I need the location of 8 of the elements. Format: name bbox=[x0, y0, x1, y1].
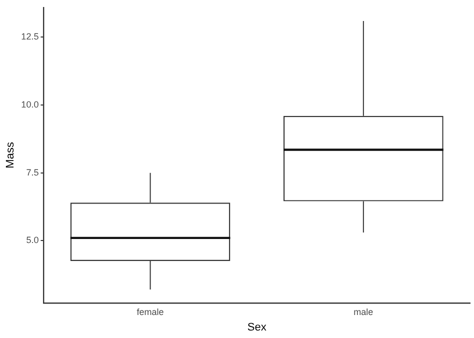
y-tick-label: 12.5 bbox=[21, 32, 39, 42]
x-tick-label: male bbox=[354, 306, 374, 317]
y-axis-title: Mass bbox=[4, 142, 17, 168]
y-tick-label: 7.5 bbox=[26, 167, 39, 178]
x-tick-label: female bbox=[136, 306, 164, 317]
x-axis-title: Sex bbox=[247, 321, 267, 334]
y-tick-label: 5.0 bbox=[26, 235, 39, 246]
y-tick-label: 10.0 bbox=[21, 100, 39, 110]
